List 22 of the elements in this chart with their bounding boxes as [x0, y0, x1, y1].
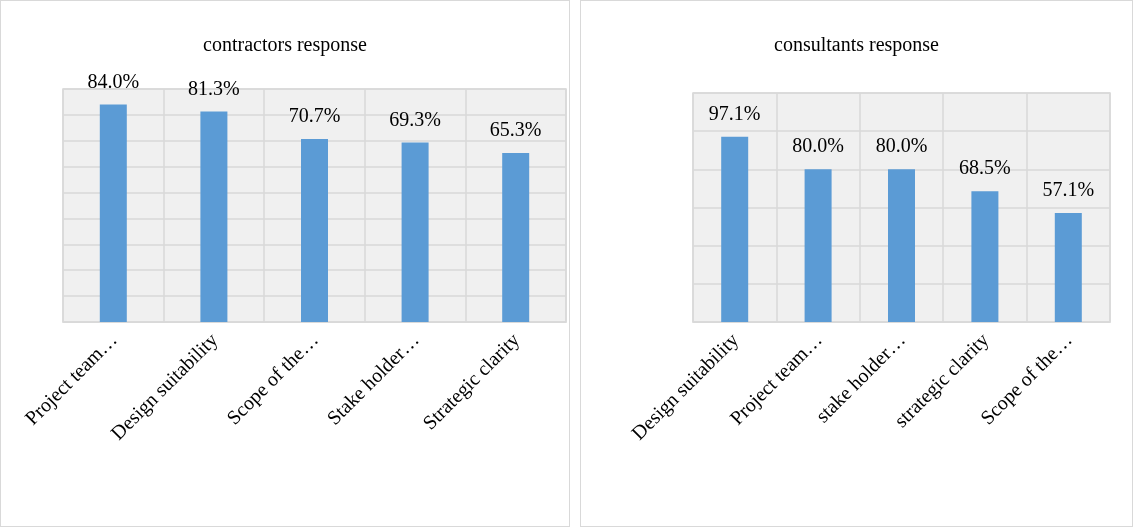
data-label: 97.1%	[708, 101, 761, 124]
data-label: 65.3%	[489, 117, 542, 140]
data-label: 70.7%	[288, 103, 341, 126]
bar	[99, 104, 127, 322]
chart-title: consultants response	[774, 33, 940, 56]
data-label: 84.0%	[87, 69, 140, 92]
bar	[1054, 213, 1082, 322]
data-label: 68.5%	[959, 156, 1011, 179]
bar	[888, 169, 915, 322]
data-label: 80.0%	[875, 134, 928, 157]
bar	[301, 138, 328, 322]
data-label: 69.3%	[389, 107, 441, 130]
bar	[721, 136, 749, 322]
bar	[804, 169, 832, 322]
bar	[502, 152, 530, 322]
bar	[971, 191, 999, 322]
chart-title: contractors response	[203, 33, 368, 56]
bar	[401, 142, 429, 322]
data-label: 57.1%	[1042, 178, 1095, 201]
data-label: 80.0%	[792, 134, 844, 157]
bar	[200, 111, 228, 322]
data-label: 81.3%	[188, 76, 240, 99]
